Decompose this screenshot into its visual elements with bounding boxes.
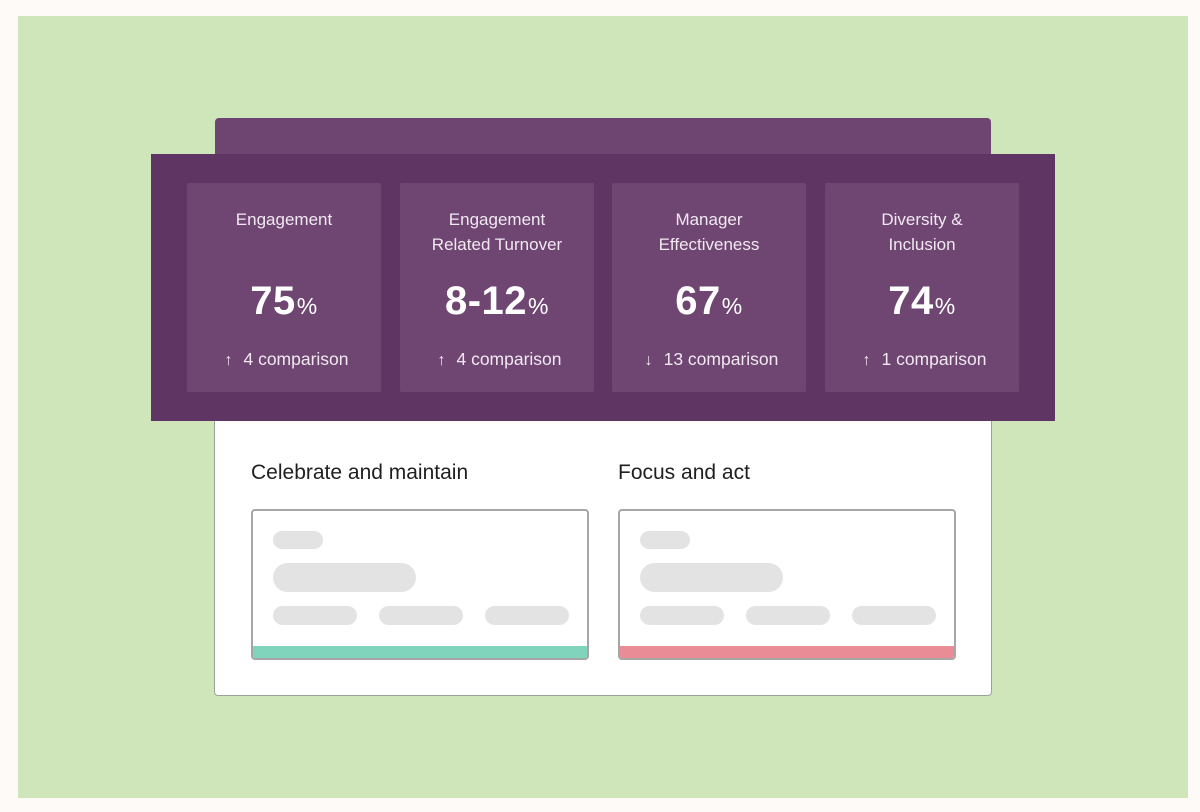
percent-unit: % xyxy=(528,293,549,319)
metric-comparison: ↑ 4 comparison xyxy=(187,347,381,373)
focus-section-title: Focus and act xyxy=(618,461,750,484)
arrow-up-icon: ↑ xyxy=(224,352,233,369)
focus-item-card[interactable] xyxy=(618,509,956,660)
metric-value: 74% xyxy=(888,279,956,323)
skeleton-tag xyxy=(852,606,936,625)
celebrate-item-card[interactable] xyxy=(251,509,589,660)
skeleton-label xyxy=(273,531,323,549)
skeleton-title xyxy=(273,563,416,592)
positive-accent-bar xyxy=(253,646,587,658)
percent-unit: % xyxy=(721,293,743,319)
metric-comparison: ↑ 1 comparison xyxy=(825,347,1019,373)
metric-tile-diversity-inclusion[interactable]: Diversity & Inclusion 74% ↑ 1 comparison xyxy=(825,183,1019,392)
percent-unit: % xyxy=(934,293,956,319)
skeleton-tag xyxy=(273,606,357,625)
metric-tile-manager-effectiveness[interactable]: Manager Effectiveness 67% ↓ 13 comparison xyxy=(612,183,806,392)
metric-comparison: ↓ 13 comparison xyxy=(612,347,806,373)
metrics-band: Engagement 75% ↑ 4 comparison Engagement … xyxy=(151,154,1055,421)
metric-value: 75% xyxy=(250,279,318,323)
metric-title: Manager Effectiveness xyxy=(658,210,760,254)
skeleton-tag xyxy=(640,606,724,625)
arrow-up-icon: ↑ xyxy=(437,352,446,369)
metric-title: Engagement xyxy=(235,210,333,229)
percent-unit: % xyxy=(296,293,318,319)
metric-tile-engagement[interactable]: Engagement 75% ↑ 4 comparison xyxy=(187,183,381,392)
negative-accent-bar xyxy=(620,646,954,658)
skeleton-tag xyxy=(746,606,830,625)
arrow-up-icon: ↑ xyxy=(862,352,871,369)
celebrate-section-title: Celebrate and maintain xyxy=(251,461,469,484)
skeleton-label xyxy=(640,531,690,549)
skeleton-tag xyxy=(485,606,569,625)
skeleton-tag xyxy=(379,606,463,625)
metric-title: Diversity & Inclusion xyxy=(881,210,963,254)
metric-title: Engagement Related Turnover xyxy=(431,210,563,254)
skeleton-title xyxy=(640,563,783,592)
metric-value: 67% xyxy=(675,279,743,323)
metric-tile-engagement-related-turnover[interactable]: Engagement Related Turnover 8-12% ↑ 4 com… xyxy=(400,183,594,392)
arrow-down-icon: ↓ xyxy=(644,352,653,369)
metric-comparison: ↑ 4 comparison xyxy=(400,347,594,373)
metric-value: 8-12% xyxy=(444,279,549,323)
